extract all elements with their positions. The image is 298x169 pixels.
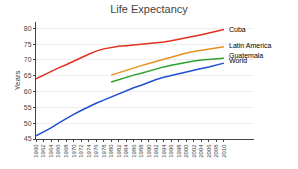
svg-text:80: 80 (24, 25, 32, 32)
svg-text:45: 45 (24, 135, 32, 142)
svg-text:1972: 1972 (78, 144, 84, 158)
svg-text:1968: 1968 (63, 144, 69, 158)
svg-text:1994: 1994 (161, 144, 167, 158)
svg-text:1966: 1966 (56, 144, 62, 158)
svg-text:55: 55 (24, 104, 32, 111)
svg-text:2008: 2008 (213, 144, 219, 158)
svg-text:1984: 1984 (123, 144, 129, 158)
svg-text:50: 50 (24, 120, 32, 127)
svg-text:1978: 1978 (101, 144, 107, 158)
svg-text:1982: 1982 (116, 144, 122, 158)
svg-text:1980: 1980 (108, 144, 114, 158)
svg-text:1998: 1998 (176, 144, 182, 158)
svg-text:1974: 1974 (86, 144, 92, 158)
svg-text:1960: 1960 (33, 144, 39, 158)
svg-text:65: 65 (24, 72, 32, 79)
svg-text:1986: 1986 (131, 144, 137, 158)
svg-text:1988: 1988 (138, 144, 144, 158)
svg-text:1990: 1990 (146, 144, 152, 158)
svg-text:2010: 2010 (221, 144, 227, 158)
svg-text:World: World (229, 57, 247, 64)
svg-text:1962: 1962 (40, 144, 46, 158)
svg-text:2002: 2002 (191, 144, 197, 158)
svg-text:1992: 1992 (153, 144, 159, 158)
svg-text:1964: 1964 (48, 144, 54, 158)
svg-text:2000: 2000 (183, 144, 189, 158)
svg-text:Cuba: Cuba (229, 26, 246, 33)
svg-text:1996: 1996 (168, 144, 174, 158)
svg-text:75: 75 (24, 41, 32, 48)
svg-text:2006: 2006 (206, 144, 212, 158)
svg-text:Years: Years (13, 70, 22, 90)
svg-text:Latin America: Latin America (229, 42, 272, 49)
svg-text:70: 70 (24, 56, 32, 63)
svg-text:Guatemala: Guatemala (229, 52, 263, 59)
svg-text:2004: 2004 (198, 144, 204, 158)
svg-text:1970: 1970 (71, 144, 77, 158)
svg-text:1976: 1976 (93, 144, 99, 158)
svg-text:Life Expectancy: Life Expectancy (110, 3, 188, 15)
svg-text:60: 60 (24, 88, 32, 95)
